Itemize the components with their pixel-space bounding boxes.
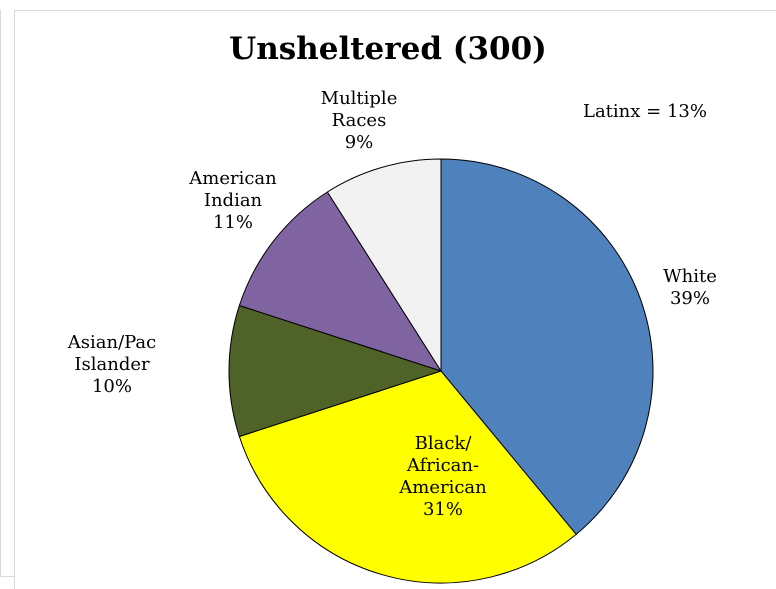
slice-label-black-line-3: American	[399, 477, 487, 498]
frame-left-border	[14, 10, 15, 589]
slice-label-white-pct: 39%	[669, 288, 710, 309]
frame-side-mark	[0, 10, 1, 577]
slice-label-native-line-1: American	[189, 168, 277, 189]
pie-slice-multiple	[326, 158, 442, 372]
slice-label-asian-line-2: Islander	[74, 354, 150, 375]
slice-label-multiple: Multiple Races 9%	[259, 88, 459, 154]
slice-label-multiple-pct: 9%	[344, 132, 374, 153]
slice-label-white: White 39%	[590, 266, 776, 310]
pie-slice-asian	[228, 304, 442, 438]
pie-slice-white	[440, 158, 654, 535]
slice-label-asian-pct: 10%	[91, 376, 132, 397]
slice-label-asian-line-1: Asian/Pac	[67, 332, 157, 353]
slice-label-black: Black/ African- American 31%	[343, 433, 543, 521]
slice-label-black-line-2: African-	[406, 455, 480, 476]
chart-title: Unsheltered (300)	[229, 31, 547, 67]
slice-label-asian: Asian/Pac Islander 10%	[12, 332, 212, 398]
slice-label-native-line-2: Indian	[203, 190, 263, 211]
frame-bottom-mark	[0, 576, 14, 577]
slice-label-black-line-1: Black/	[414, 433, 472, 454]
frame-top-border	[14, 10, 776, 11]
slice-label-multiple-line-1: Multiple	[320, 88, 398, 109]
slice-label-native: American Indian 11%	[133, 168, 333, 234]
slice-label-black-pct: 31%	[422, 499, 463, 520]
slice-label-native-pct: 11%	[212, 212, 253, 233]
slice-label-multiple-line-2: Races	[331, 110, 387, 131]
slice-label-white-line-1: White	[663, 266, 717, 287]
pie-slice-black	[238, 370, 577, 584]
latinx-note: Latinx = 13%	[583, 101, 707, 122]
pie-slice-native	[238, 191, 442, 372]
